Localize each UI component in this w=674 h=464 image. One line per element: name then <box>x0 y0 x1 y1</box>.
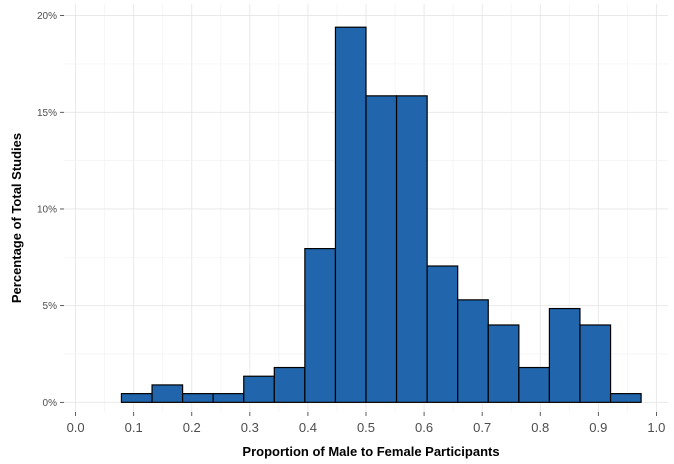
x-axis-title: Proportion of Male to Female Participant… <box>242 444 499 459</box>
y-tick-label: 5% <box>43 301 58 312</box>
histogram-bar-7 <box>273 366 306 403</box>
y-axis: 0% 5% 10% 15% 20% <box>37 11 64 409</box>
histogram-bar-14 <box>487 324 520 403</box>
histogram-bar-3 <box>151 384 184 403</box>
x-tick-label: 0.7 <box>473 420 491 435</box>
y-tick-label: 15% <box>37 108 57 119</box>
bars <box>120 26 642 403</box>
x-tick-label: 0.1 <box>125 420 143 435</box>
x-tick-label: 0.9 <box>589 420 607 435</box>
histogram-bar-9 <box>334 26 367 403</box>
histogram-bar-16 <box>548 307 581 403</box>
histogram-bar-18 <box>609 393 642 403</box>
histogram-bar-11 <box>395 95 428 403</box>
x-tick-label: 0.4 <box>299 420 317 435</box>
histogram-bar-5 <box>212 393 245 403</box>
y-tick-label: 0% <box>43 398 58 409</box>
y-tick-label: 20% <box>37 11 57 22</box>
x-axis: 0.0 0.1 0.2 0.3 0.4 0.5 0.6 0.7 0.8 0.9 1.0 <box>67 412 665 435</box>
histogram-bar-8 <box>304 248 337 403</box>
x-tick-label: 0.0 <box>67 420 85 435</box>
x-tick-label: 0.3 <box>241 420 259 435</box>
x-tick-label: 0.5 <box>357 420 375 435</box>
x-tick-label: 1.0 <box>647 420 665 435</box>
histogram-bar-10 <box>365 95 398 403</box>
y-axis-title: Percentage of Total Studies <box>9 133 24 303</box>
x-tick-label: 0.8 <box>531 420 549 435</box>
histogram-bar-13 <box>457 299 489 403</box>
histogram-bar-17 <box>579 324 612 403</box>
histogram-bar-12 <box>426 265 459 403</box>
histogram-bar-2 <box>120 393 153 403</box>
x-tick-label: 0.2 <box>183 420 201 435</box>
histogram-bar-4 <box>181 393 214 403</box>
x-tick-label: 0.6 <box>415 420 433 435</box>
histogram-bar-6 <box>243 375 275 403</box>
y-tick-label: 10% <box>37 204 57 215</box>
histogram-bar-15 <box>518 366 551 403</box>
